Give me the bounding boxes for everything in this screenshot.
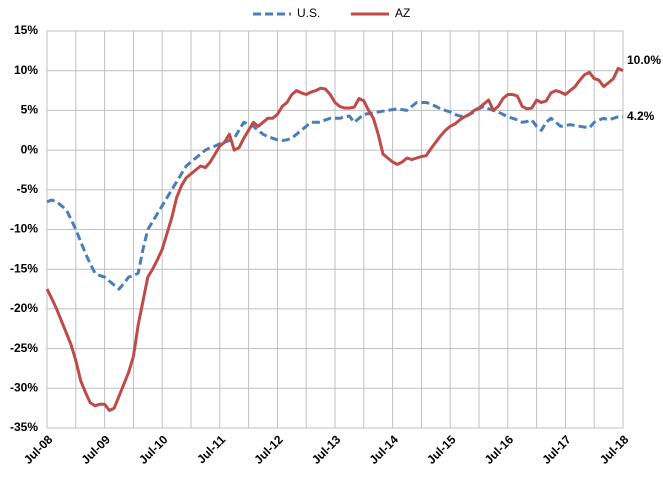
legend-label: U.S.: [297, 6, 320, 20]
plot-border: [46, 30, 624, 429]
x-tick-label: Jul-12: [251, 432, 286, 467]
y-tick-label: 5%: [21, 103, 39, 117]
y-tick-label: -15%: [10, 261, 38, 275]
x-tick-label: Jul-10: [136, 432, 171, 467]
legend-label: AZ: [395, 6, 410, 20]
x-tick-label: Jul-09: [79, 432, 114, 467]
x-tick-label: Jul-16: [482, 432, 517, 467]
y-tick-label: -10%: [10, 222, 38, 236]
x-tick-label: Jul-08: [21, 432, 56, 467]
line-series: [46, 101, 623, 291]
y-tick-label: 0%: [21, 142, 39, 156]
value-label: 4.2%: [627, 109, 655, 123]
y-tick-label: -30%: [10, 380, 38, 394]
y-tick-label: 10%: [14, 63, 38, 77]
x-tick-label: Jul-18: [597, 432, 632, 467]
y-tick-label: 15%: [14, 23, 38, 37]
y-tick-label: -20%: [10, 301, 38, 315]
value-label: 10.0%: [627, 53, 661, 67]
x-tick-label: Jul-15: [424, 432, 459, 467]
x-tick-label: Jul-11: [194, 432, 228, 466]
line-series: [45, 66, 624, 412]
x-tick-label: Jul-14: [367, 432, 402, 467]
y-tick-label: -25%: [10, 341, 38, 355]
x-tick-label: Jul-17: [539, 432, 574, 467]
x-tick-label: Jul-13: [309, 432, 344, 467]
y-tick-label: -5%: [17, 182, 39, 196]
y-tick-label: -35%: [10, 420, 38, 434]
